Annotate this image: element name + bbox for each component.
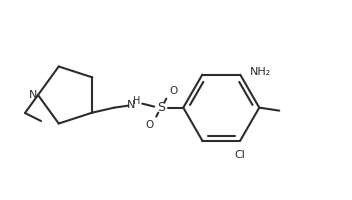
Text: Cl: Cl — [235, 150, 246, 160]
Text: S: S — [157, 101, 165, 114]
Text: O: O — [145, 120, 153, 130]
Text: O: O — [169, 86, 177, 96]
Text: N: N — [29, 90, 37, 100]
Text: NH₂: NH₂ — [250, 67, 271, 77]
Text: H: H — [133, 96, 140, 106]
Text: N: N — [127, 100, 136, 110]
